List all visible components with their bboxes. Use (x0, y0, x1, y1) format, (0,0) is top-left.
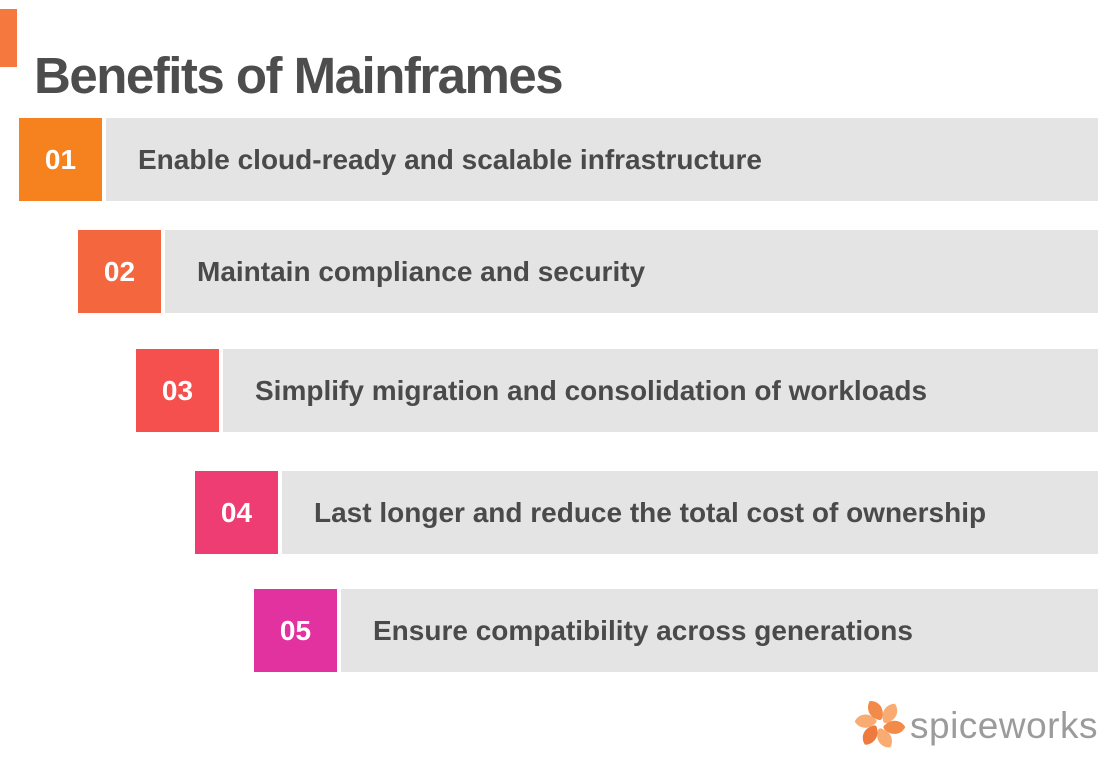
benefit-row: 04 Last longer and reduce the total cost… (195, 471, 1098, 554)
title-accent-bar (0, 9, 17, 67)
spiceworks-pinwheel-icon (854, 700, 906, 748)
page-title: Benefits of Mainframes (34, 47, 564, 105)
benefit-label: Last longer and reduce the total cost of… (314, 496, 987, 528)
benefit-bar: Last longer and reduce the total cost of… (282, 471, 1098, 554)
benefit-bar: Simplify migration and consolidation of … (223, 349, 1098, 432)
benefit-bar: Maintain compliance and security (165, 230, 1098, 313)
benefit-row: 03 Simplify migration and consolidation … (136, 349, 1098, 432)
spiceworks-logo: spiceworks (854, 694, 1098, 756)
benefit-label: Maintain compliance and security (197, 255, 646, 287)
item-number-badge: 03 (136, 349, 219, 432)
benefit-label: Ensure compatibility across generations (373, 614, 913, 646)
benefit-row: 05 Ensure compatibility across generatio… (254, 589, 1098, 672)
item-number-badge: 04 (195, 471, 278, 554)
benefit-bar: Ensure compatibility across generations (341, 589, 1098, 672)
benefit-row: 01 Enable cloud-ready and scalable infra… (19, 118, 1098, 201)
item-number-badge: 02 (78, 230, 161, 313)
item-number-badge: 05 (254, 589, 337, 672)
spiceworks-logo-text: spiceworks (910, 704, 1098, 746)
item-number-badge: 01 (19, 118, 102, 201)
benefit-bar: Enable cloud-ready and scalable infrastr… (106, 118, 1098, 201)
benefit-label: Enable cloud-ready and scalable infrastr… (138, 143, 762, 175)
benefit-label: Simplify migration and consolidation of … (255, 374, 928, 406)
benefit-row: 02 Maintain compliance and security (78, 230, 1098, 313)
